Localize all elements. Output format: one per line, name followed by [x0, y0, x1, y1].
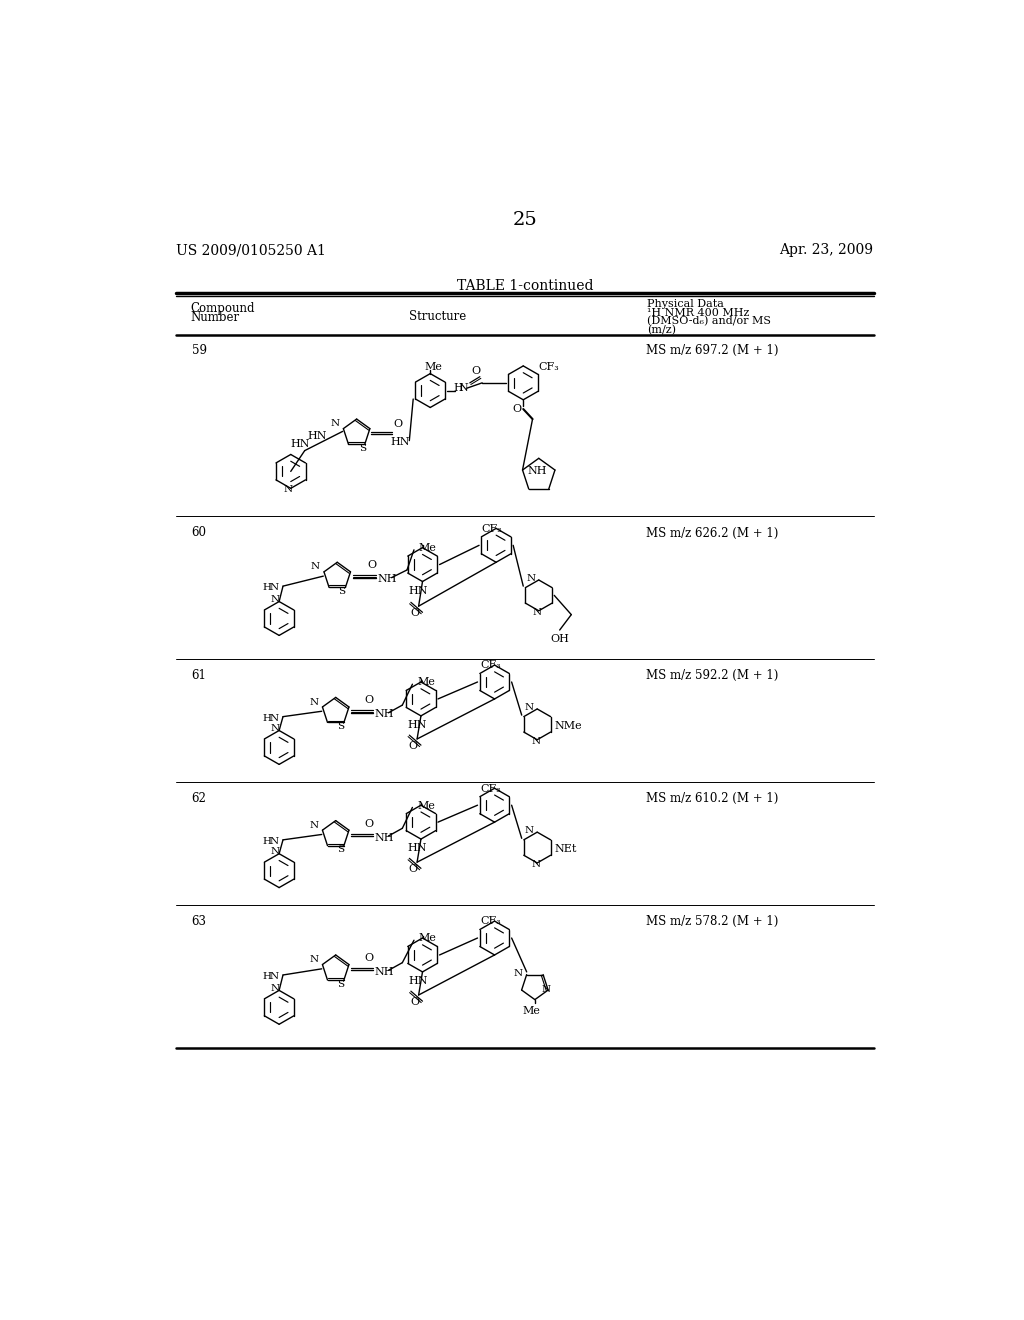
Text: CF₃: CF₃	[482, 524, 503, 533]
Text: MS m/z 578.2 (M + 1): MS m/z 578.2 (M + 1)	[646, 915, 778, 928]
Text: O: O	[368, 561, 377, 570]
Text: ¹H NMR 400 MHz: ¹H NMR 400 MHz	[647, 308, 750, 318]
Text: NH: NH	[378, 574, 397, 585]
Text: Me: Me	[419, 543, 436, 553]
Text: TABLE 1-continued: TABLE 1-continued	[457, 280, 593, 293]
Text: O: O	[411, 998, 419, 1007]
Text: N: N	[513, 969, 522, 978]
Text: O: O	[471, 366, 480, 375]
Text: Me: Me	[417, 800, 435, 810]
Text: O: O	[512, 404, 521, 413]
Text: N: N	[531, 861, 541, 869]
Text: S: S	[337, 979, 344, 989]
Text: NH: NH	[375, 968, 394, 977]
Text: H: H	[454, 383, 463, 393]
Text: US 2009/0105250 A1: US 2009/0105250 A1	[176, 243, 326, 257]
Text: MS m/z 592.2 (M + 1): MS m/z 592.2 (M + 1)	[646, 669, 778, 682]
Text: N: N	[309, 956, 318, 964]
Text: CF₃: CF₃	[480, 784, 501, 793]
Text: CF₃: CF₃	[480, 916, 501, 927]
Text: O: O	[365, 696, 374, 705]
Text: N: N	[309, 821, 318, 830]
Text: NH: NH	[528, 466, 548, 477]
Text: HN: HN	[307, 432, 328, 441]
Text: N: N	[532, 607, 542, 616]
Text: H: H	[262, 972, 271, 981]
Text: 62: 62	[191, 792, 207, 805]
Text: N: N	[270, 983, 280, 993]
Text: HN: HN	[291, 440, 310, 449]
Text: NH: NH	[375, 709, 394, 719]
Text: 25: 25	[512, 211, 538, 228]
Text: N: N	[270, 595, 280, 603]
Text: N: N	[525, 704, 534, 711]
Text: Apr. 23, 2009: Apr. 23, 2009	[779, 243, 873, 257]
Text: (m/z): (m/z)	[647, 325, 676, 335]
Text: N: N	[309, 697, 318, 706]
Text: N: N	[270, 847, 280, 855]
Text: N: N	[269, 583, 279, 593]
Text: HN: HN	[407, 843, 427, 853]
Text: (DMSO-d₆) and/or MS: (DMSO-d₆) and/or MS	[647, 317, 771, 326]
Text: N: N	[531, 737, 541, 746]
Text: 61: 61	[191, 669, 207, 682]
Text: HN: HN	[409, 977, 428, 986]
Text: N: N	[331, 420, 340, 428]
Text: Structure: Structure	[410, 310, 467, 323]
Text: O: O	[365, 953, 374, 964]
Text: Me: Me	[522, 1006, 540, 1016]
Text: Number: Number	[190, 312, 240, 323]
Text: S: S	[359, 444, 367, 453]
Text: Compound: Compound	[190, 302, 255, 314]
Text: H: H	[262, 714, 271, 722]
Text: H: H	[262, 583, 271, 593]
Text: MS m/z 626.2 (M + 1): MS m/z 626.2 (M + 1)	[646, 527, 778, 540]
Text: N: N	[526, 574, 536, 583]
Text: HN: HN	[407, 721, 427, 730]
Text: OH: OH	[550, 634, 569, 644]
Text: N: N	[311, 562, 321, 572]
Text: HN: HN	[409, 586, 428, 595]
Text: O: O	[409, 742, 418, 751]
Text: S: S	[338, 587, 345, 597]
Text: O: O	[394, 418, 403, 429]
Text: N: N	[283, 484, 292, 494]
Text: O: O	[409, 865, 418, 874]
Text: N: N	[269, 972, 279, 981]
Text: S: S	[337, 722, 344, 731]
Text: NH: NH	[375, 833, 394, 842]
Text: H: H	[262, 837, 271, 846]
Text: N: N	[542, 985, 551, 994]
Text: Physical Data: Physical Data	[647, 300, 724, 309]
Text: N: N	[269, 714, 279, 722]
Text: N: N	[269, 837, 279, 846]
Text: 63: 63	[191, 915, 207, 928]
Text: NEt: NEt	[554, 843, 577, 854]
Text: MS m/z 610.2 (M + 1): MS m/z 610.2 (M + 1)	[646, 792, 778, 805]
Text: CF₃: CF₃	[539, 363, 559, 372]
Text: S: S	[337, 845, 344, 854]
Text: Me: Me	[417, 677, 435, 688]
Text: CF₃: CF₃	[480, 660, 501, 671]
Text: Me: Me	[419, 933, 436, 944]
Text: N: N	[525, 826, 534, 836]
Text: 60: 60	[191, 527, 207, 540]
Text: HN: HN	[391, 437, 411, 447]
Text: N: N	[270, 723, 280, 733]
Text: N: N	[459, 383, 469, 393]
Text: O: O	[365, 818, 374, 829]
Text: MS m/z 697.2 (M + 1): MS m/z 697.2 (M + 1)	[646, 345, 778, 356]
Text: 59: 59	[191, 345, 207, 356]
Text: Me: Me	[424, 363, 442, 372]
Text: NMe: NMe	[554, 721, 582, 731]
Text: O: O	[411, 609, 419, 619]
